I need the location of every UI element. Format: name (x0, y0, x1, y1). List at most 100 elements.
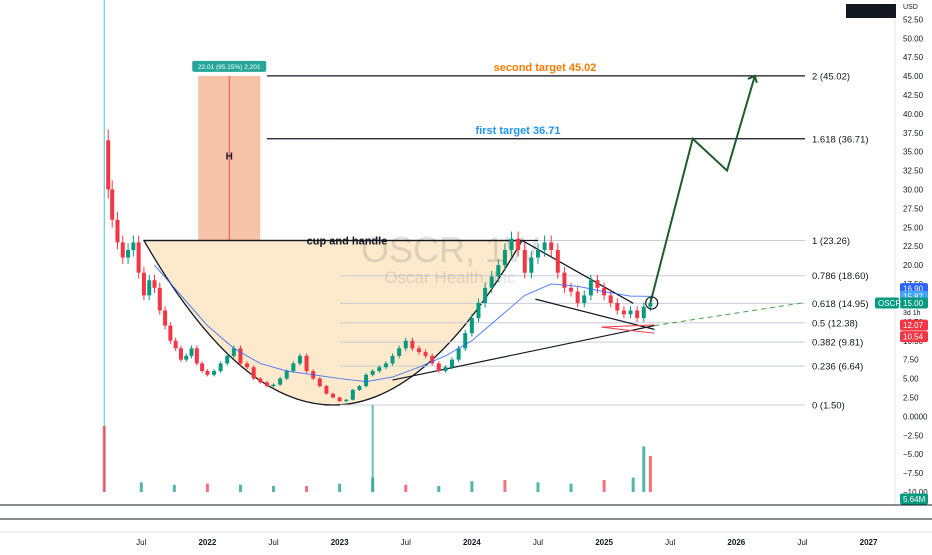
price-candle[interactable] (120, 242, 125, 258)
price-candle[interactable] (496, 265, 501, 277)
price-candle[interactable] (436, 363, 441, 371)
price-candle[interactable] (141, 272, 146, 296)
price-candle[interactable] (549, 242, 554, 250)
support-trendline[interactable] (392, 325, 655, 381)
price-candle[interactable] (529, 257, 534, 273)
price-candle[interactable] (430, 355, 435, 364)
price-candle[interactable] (423, 352, 428, 356)
price-candle[interactable] (163, 310, 168, 326)
price-candle[interactable] (416, 348, 421, 353)
price-candle[interactable] (110, 189, 115, 220)
price-candle[interactable] (357, 386, 362, 390)
price-candle[interactable] (476, 302, 481, 319)
price-candle[interactable] (264, 382, 269, 387)
price-candle[interactable] (621, 310, 626, 315)
price-candle[interactable] (278, 378, 283, 385)
price-candle[interactable] (635, 310, 640, 319)
price-candle[interactable] (443, 367, 448, 371)
price-candle[interactable] (377, 367, 382, 371)
price-candle[interactable] (189, 348, 194, 356)
handle-line[interactable] (535, 298, 655, 331)
price-candle[interactable] (331, 393, 336, 398)
price-candle[interactable] (324, 386, 329, 394)
price-candle[interactable] (562, 272, 567, 288)
price-candle[interactable] (502, 250, 507, 266)
price-candle[interactable] (212, 371, 217, 375)
price-candle[interactable] (304, 355, 309, 371)
price-candle[interactable] (231, 348, 236, 356)
price-candle[interactable] (245, 363, 250, 368)
price-candle[interactable] (284, 371, 289, 379)
price-candle[interactable] (403, 340, 408, 349)
price-candle[interactable] (582, 295, 587, 303)
price-candle[interactable] (184, 355, 189, 360)
price-candle[interactable] (115, 219, 120, 243)
price-candle[interactable] (136, 242, 141, 273)
handle-line[interactable] (521, 239, 634, 304)
price-candle[interactable] (173, 340, 178, 349)
price-candle[interactable] (483, 287, 488, 303)
price-candle[interactable] (509, 238, 514, 250)
price-badge[interactable] (900, 319, 928, 331)
price-candle[interactable] (317, 378, 322, 387)
price-candle[interactable] (456, 348, 461, 360)
price-candle[interactable] (542, 242, 547, 250)
price-candle[interactable] (131, 242, 136, 250)
price-candle[interactable] (152, 280, 157, 288)
price-candle[interactable] (364, 374, 369, 387)
price-candle[interactable] (271, 384, 276, 387)
price-candle[interactable] (615, 302, 620, 311)
price-candle[interactable] (147, 280, 152, 296)
price-candle[interactable] (516, 238, 521, 250)
price-candle[interactable] (390, 355, 395, 364)
price-candle[interactable] (569, 287, 574, 292)
price-candle[interactable] (126, 250, 131, 258)
price-candle[interactable] (535, 250, 540, 258)
price-candle[interactable] (383, 363, 388, 368)
price-candle[interactable] (575, 291, 580, 303)
price-candle[interactable] (218, 363, 223, 371)
price-candle[interactable] (157, 287, 162, 311)
price-candle[interactable] (641, 306, 646, 319)
y-axis-tick-label: 32.50 (903, 167, 924, 176)
price-candle[interactable] (397, 348, 402, 356)
price-candle[interactable] (106, 140, 111, 190)
price-candle[interactable] (588, 280, 593, 296)
support-trendline-extension[interactable] (654, 302, 803, 327)
price-candle[interactable] (410, 340, 415, 349)
price-candle[interactable] (555, 250, 560, 273)
price-candle[interactable] (297, 355, 302, 364)
price-candle[interactable] (370, 371, 375, 375)
price-candle[interactable] (489, 276, 494, 288)
price-candle[interactable] (178, 348, 183, 360)
price-candle[interactable] (469, 318, 474, 334)
price-badge[interactable] (900, 297, 928, 309)
price-candle[interactable] (200, 363, 205, 371)
price-candle[interactable] (608, 295, 613, 303)
price-candle[interactable] (225, 355, 230, 364)
price-candle[interactable] (595, 280, 600, 288)
price-candle[interactable] (337, 397, 342, 402)
price-candle[interactable] (251, 367, 256, 379)
price-candle[interactable] (258, 378, 263, 383)
price-candle[interactable] (205, 371, 210, 375)
price-candle[interactable] (238, 348, 243, 364)
projection-path[interactable] (649, 75, 756, 304)
price-candle[interactable] (450, 359, 455, 368)
price-badge[interactable] (900, 331, 928, 343)
price-candle[interactable] (350, 389, 355, 400)
volume-badge[interactable] (900, 493, 928, 505)
price-candle[interactable] (194, 348, 199, 364)
ticker-badge[interactable] (875, 297, 899, 309)
price-candle[interactable] (463, 333, 468, 349)
price-candle[interactable] (628, 310, 633, 315)
breakout-circle[interactable] (645, 296, 659, 310)
price-candle[interactable] (344, 399, 349, 402)
fib-level-label: 0 (1.50) (812, 401, 845, 412)
price-candle[interactable] (168, 325, 173, 341)
price-candle[interactable] (291, 363, 296, 371)
price-candle[interactable] (648, 302, 653, 307)
price-candle[interactable] (522, 250, 527, 273)
